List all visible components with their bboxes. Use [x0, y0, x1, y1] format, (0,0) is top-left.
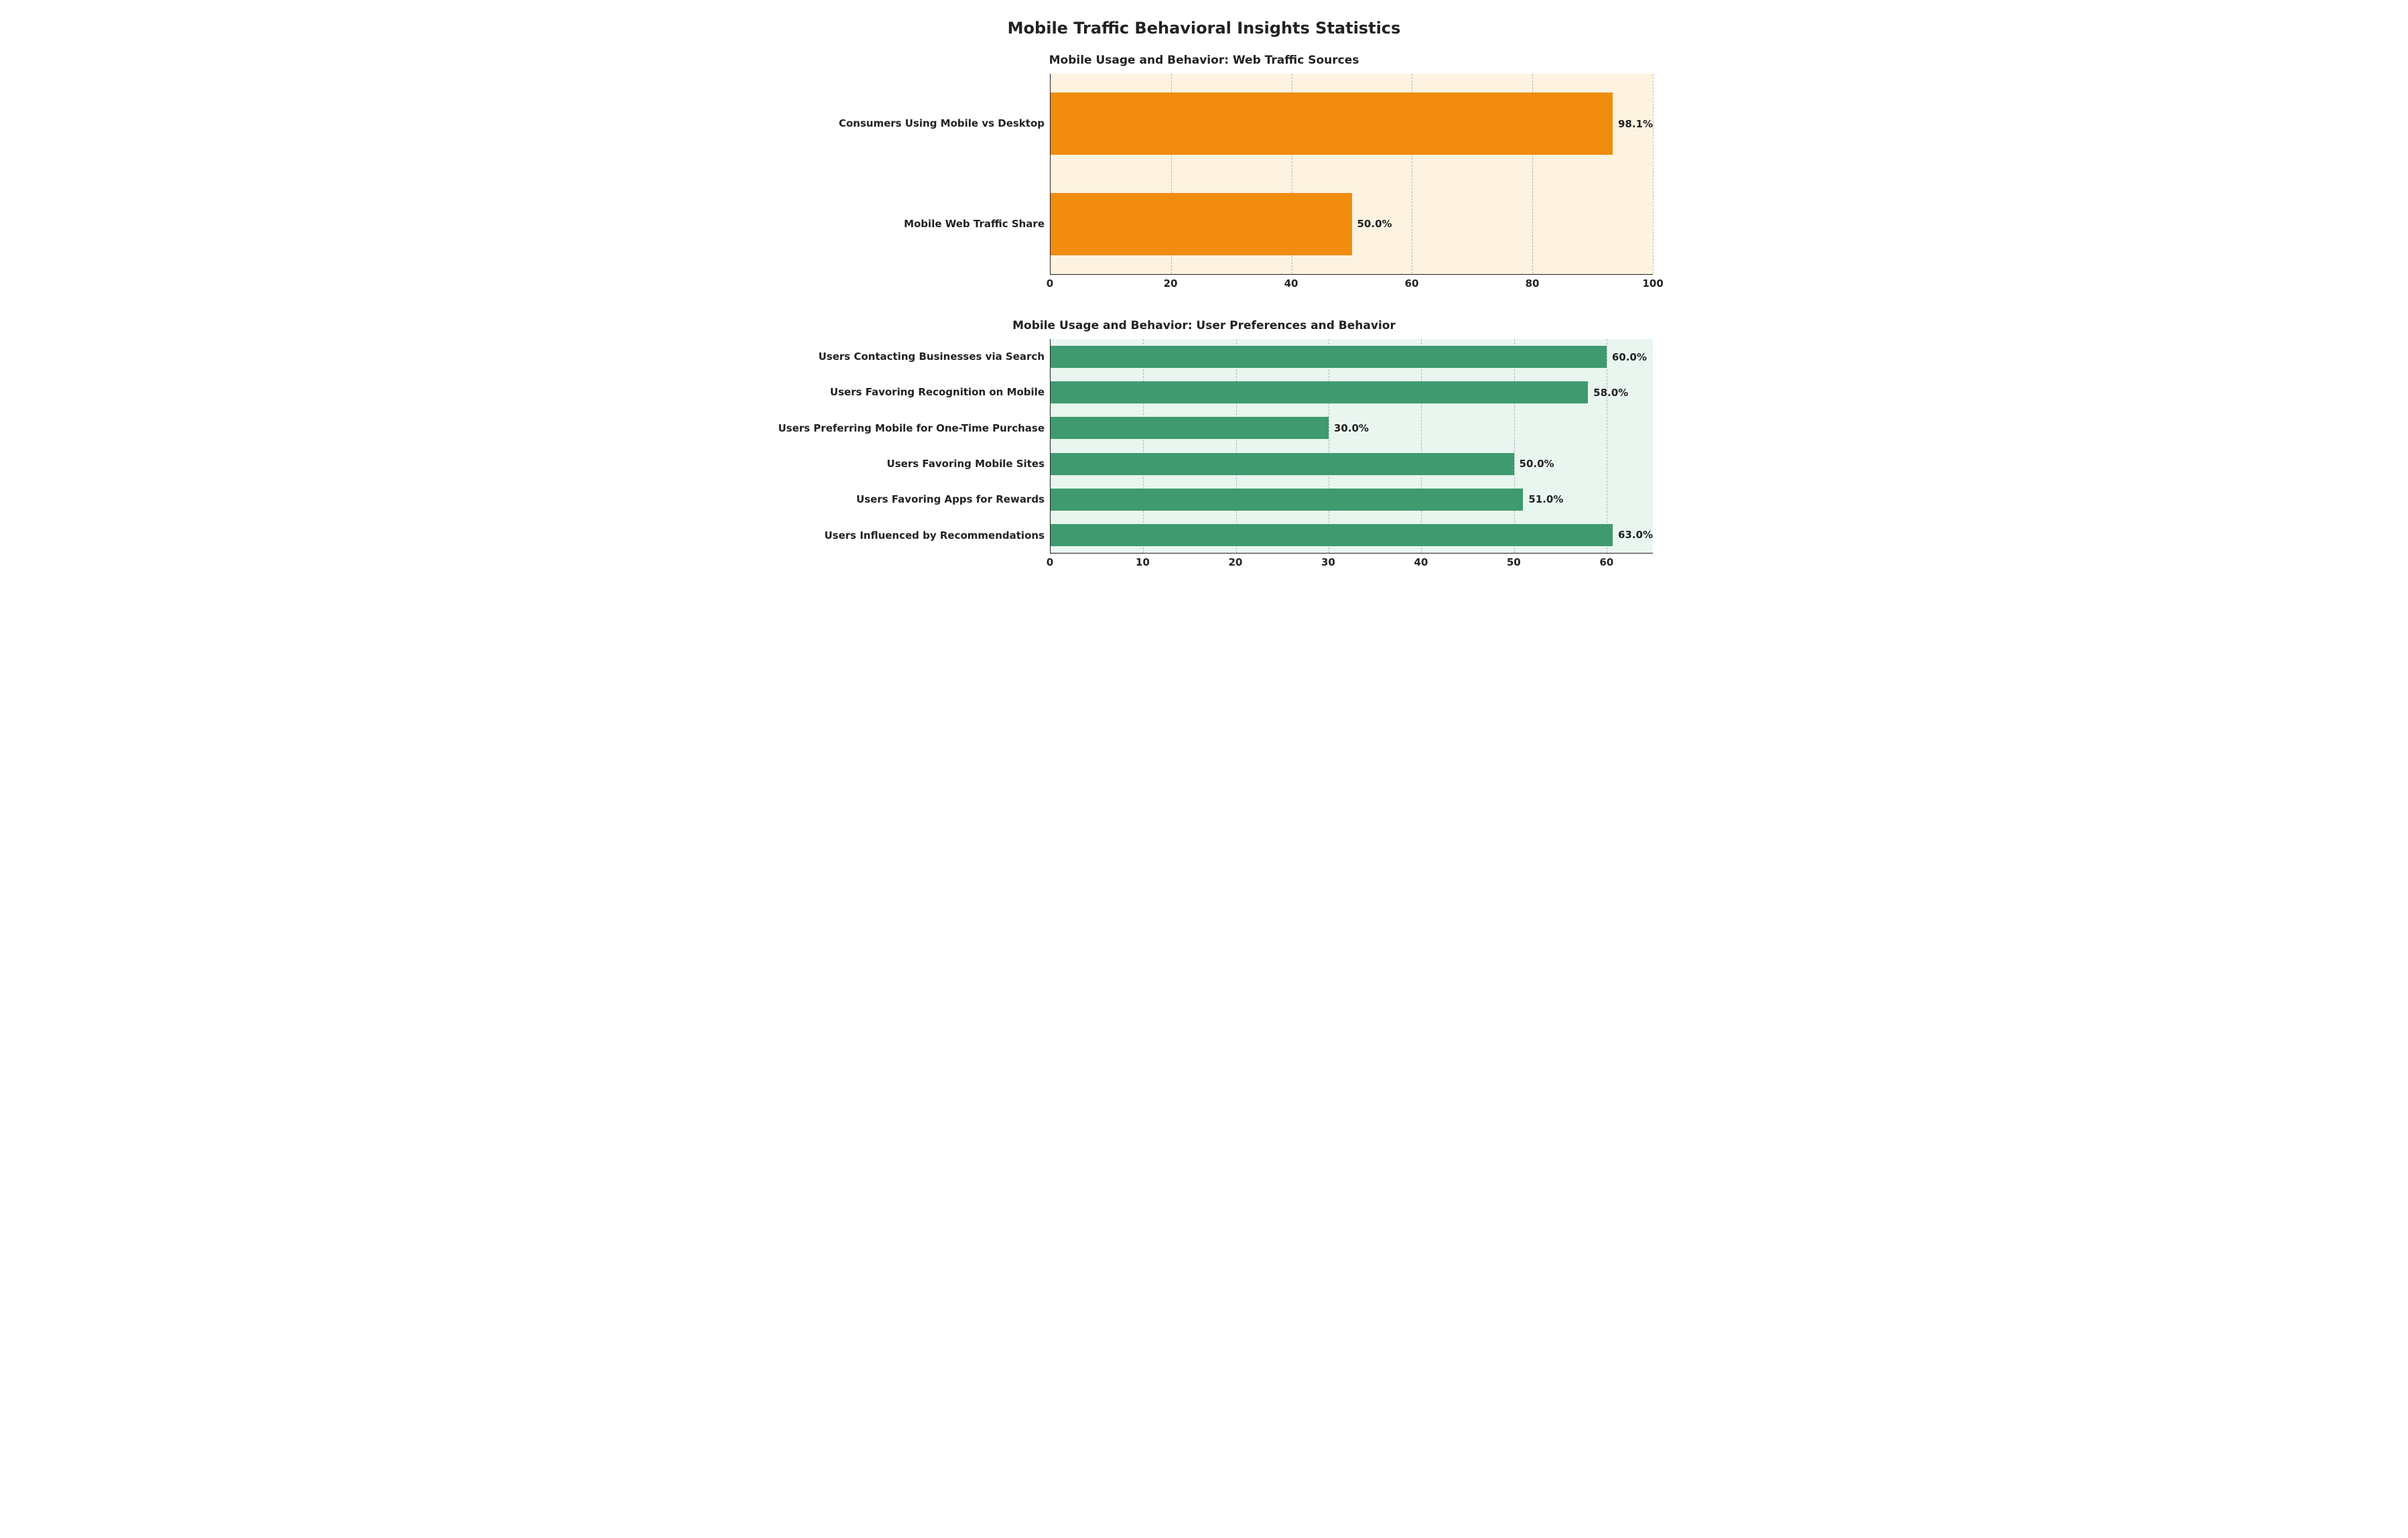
bar-value-label: 51.0% — [1528, 493, 1563, 505]
bar-value-label: 50.0% — [1357, 218, 1392, 230]
bar — [1051, 193, 1352, 255]
y-tick-label: Users Favoring Mobile Sites — [755, 458, 1045, 470]
grid-line — [1653, 74, 1654, 274]
y-tick-label: Users Favoring Recognition on Mobile — [755, 387, 1045, 398]
bar-row: 51.0% — [1051, 482, 1653, 517]
chart-subtitle: Mobile Usage and Behavior: Web Traffic S… — [755, 54, 1653, 67]
x-tick-label: 20 — [1164, 277, 1178, 290]
chart-panel-1: Mobile Usage and Behavior: User Preferen… — [755, 319, 1653, 571]
plot-area: 98.1% 50.0% — [1050, 74, 1653, 275]
x-tick-label: 40 — [1284, 277, 1298, 290]
bars: 98.1% 50.0% — [1051, 74, 1653, 274]
bar — [1051, 417, 1329, 439]
x-tick-label: 0 — [1047, 277, 1053, 290]
y-tick-label: Users Preferring Mobile for One-Time Pur… — [755, 423, 1045, 434]
y-axis-labels: Consumers Using Mobile vs Desktop Mobile … — [755, 74, 1050, 275]
bar-value-label: 58.0% — [1593, 387, 1628, 399]
x-axis-ticks: 0 10 20 30 40 50 60 — [1050, 554, 1653, 571]
bar — [1051, 346, 1607, 368]
bar-value-label: 63.0% — [1618, 529, 1653, 541]
y-axis-labels: Users Contacting Businesses via Search Us… — [755, 339, 1050, 554]
x-tick-label: 20 — [1228, 556, 1242, 568]
bar — [1051, 489, 1523, 511]
x-tick-label: 10 — [1136, 556, 1150, 568]
x-tick-label: 50 — [1507, 556, 1521, 568]
bar-row: 30.0% — [1051, 410, 1653, 446]
x-tick-label: 0 — [1047, 556, 1053, 568]
bar-row: 50.0% — [1051, 174, 1653, 275]
x-axis-ticks: 020406080100 — [1050, 275, 1653, 292]
x-tick-label: 30 — [1321, 556, 1335, 568]
bar-value-label: 60.0% — [1612, 351, 1647, 363]
bar-row: 63.0% — [1051, 517, 1653, 553]
bar — [1051, 453, 1514, 475]
bar — [1051, 524, 1613, 546]
y-tick-label: Users Influenced by Recommendations — [755, 530, 1045, 541]
y-tick-label: Consumers Using Mobile vs Desktop — [755, 118, 1045, 129]
bar-value-label: 30.0% — [1334, 422, 1369, 434]
x-tick-label: 60 — [1599, 556, 1613, 568]
bar-row: 60.0% — [1051, 339, 1653, 375]
x-tick-label: 40 — [1414, 556, 1428, 568]
x-tick-label: 60 — [1405, 277, 1419, 290]
chart-panel-0: Mobile Usage and Behavior: Web Traffic S… — [755, 54, 1653, 292]
y-tick-label: Users Favoring Apps for Rewards — [755, 494, 1045, 505]
bar-value-label: 98.1% — [1618, 118, 1653, 130]
y-tick-label: Mobile Web Traffic Share — [755, 218, 1045, 230]
x-tick-label: 100 — [1642, 277, 1663, 290]
x-tick-label: 80 — [1526, 277, 1540, 290]
chart-subtitle: Mobile Usage and Behavior: User Preferen… — [755, 319, 1653, 332]
bar-row: 98.1% — [1051, 74, 1653, 174]
bar-row: 50.0% — [1051, 446, 1653, 482]
bars: 60.0% 58.0% 30.0% 50.0% 51.0% 63.0% — [1051, 339, 1653, 553]
bar — [1051, 381, 1588, 403]
panels-container: Mobile Usage and Behavior: Web Traffic S… — [755, 54, 1653, 571]
y-tick-label: Users Contacting Businesses via Search — [755, 351, 1045, 363]
bar — [1051, 92, 1613, 155]
plot-area: 60.0% 58.0% 30.0% 50.0% 51.0% 63.0% — [1050, 339, 1653, 554]
bar-row: 58.0% — [1051, 375, 1653, 410]
bar-value-label: 50.0% — [1520, 458, 1554, 470]
page-title: Mobile Traffic Behavioral Insights Stati… — [755, 19, 1653, 38]
